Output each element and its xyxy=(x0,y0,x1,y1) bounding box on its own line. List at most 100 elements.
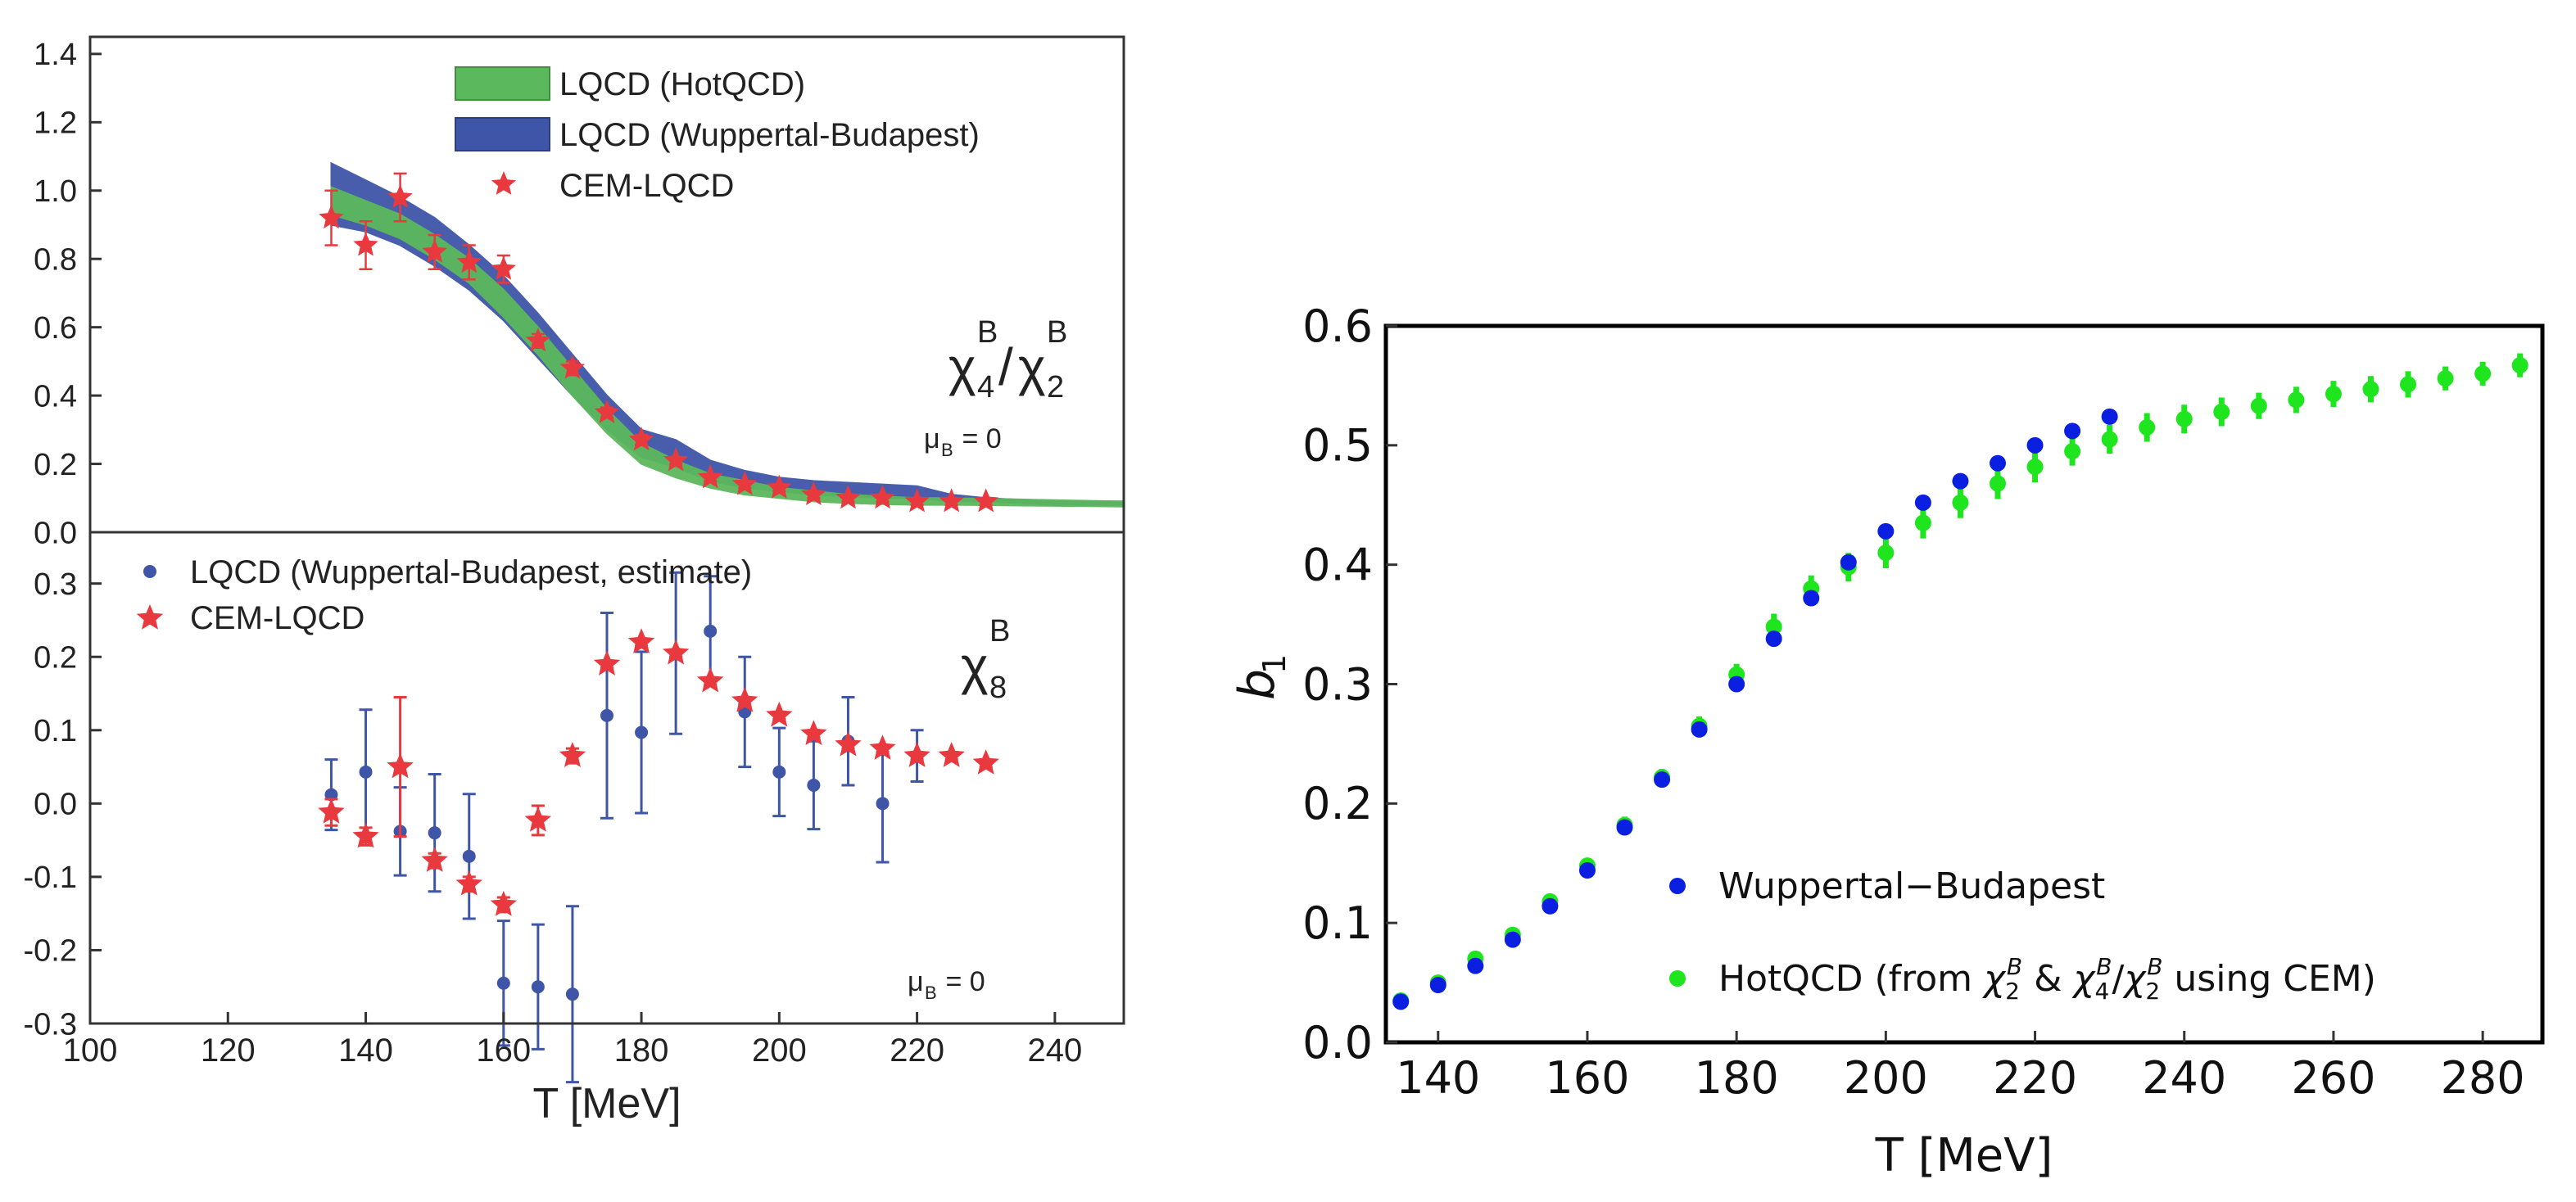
legend-marker-cem-lqcd-chi8 xyxy=(136,604,164,630)
data-point-cem-lqcd xyxy=(766,701,793,727)
x-tick-label: 240 xyxy=(2142,1052,2226,1104)
data-point-hotqcd-from-2b-4b-2b-using-cem- xyxy=(2139,418,2156,436)
y-tick-label: 0.2 xyxy=(34,641,77,676)
panel-b1: 0.00.10.20.30.40.50.6 140 160 180 200 220 240… xyxy=(1229,300,2545,1182)
hotqcd-slash: / xyxy=(2112,958,2125,1000)
panel-b1-x-axis: 140 160 180 200 220 240 260 280 xyxy=(1396,1031,2525,1104)
data-point-wuppertal-budapest xyxy=(1467,957,1484,974)
data-point-hotqcd-from-2b-4b-2b-using-cem- xyxy=(1952,494,1969,511)
mu-value: = 0 xyxy=(954,423,1002,454)
hotqcd-text-3: using CEM) xyxy=(2162,958,2375,1000)
x-tick-label: 160 xyxy=(476,1033,531,1069)
legend-marker-hotqcd-cem xyxy=(1669,970,1686,987)
hotqcd-chi-b: χ xyxy=(2071,958,2096,1000)
panel-b1-y-axis: 0.0 0.1 0.2 0.3 0.4 0.5 0.6 xyxy=(1302,300,1397,1069)
hotqcd-sup-b: B xyxy=(2096,953,2112,980)
data-point-hotqcd-from-2b-4b-2b-using-cem- xyxy=(2474,365,2492,382)
data-point-lqcd-wuppertal-budapest-estimate- xyxy=(807,778,821,792)
data-point-cem-lqcd xyxy=(698,464,723,489)
hotqcd-chi-a: χ xyxy=(1982,958,2007,1000)
panel-b1-y-axis-label: b 1 xyxy=(1229,654,1293,700)
y-tick-label: 0.6 xyxy=(34,311,77,346)
data-point-wuppertal-budapest xyxy=(2101,408,2118,425)
data-point-hotqcd-from-2b-4b-2b-using-cem- xyxy=(2288,391,2305,409)
data-point-cem-lqcd xyxy=(593,650,621,676)
data-point-cem-lqcd xyxy=(525,328,551,352)
x-tick-label: 200 xyxy=(1844,1052,1928,1104)
x-tick-label: 140 xyxy=(338,1033,393,1069)
data-point-cem-lqcd xyxy=(387,184,413,208)
panel-b1-plot-area xyxy=(1392,353,2528,1010)
data-point-hotqcd-from-2b-4b-2b-using-cem- xyxy=(2213,404,2230,420)
y-tick-label: 0.4 xyxy=(34,379,77,413)
data-point-cem-lqcd xyxy=(972,749,999,775)
data-point-cem-lqcd xyxy=(319,205,344,229)
data-point-cem-lqcd xyxy=(387,752,414,779)
data-point-cem-lqcd xyxy=(869,734,896,760)
panel-chi4-chi2: 0.0 0.2 0.4 0.6 0.8 1.0 1.2 1.4 LQCD (HotQCD) L… xyxy=(34,35,1125,550)
panel-chi8-annotation: χ 8 B xyxy=(961,614,1010,705)
data-point-wuppertal-budapest xyxy=(2026,436,2044,454)
legend-marker-wuppertal-estimate xyxy=(143,565,156,578)
annotation-chi8-subscript: 8 xyxy=(989,671,1007,705)
data-point-lqcd-wuppertal-budapest-estimate- xyxy=(359,765,373,779)
panel-chi8-mu-label: μ B = 0 xyxy=(908,966,985,1003)
data-point-cem-lqcd xyxy=(594,400,620,423)
legend-marker-wuppertal-budapest xyxy=(1669,878,1686,894)
panel-b1-x-axis-label: T [MeV] xyxy=(1875,1129,2053,1182)
data-point-cem-lqcd xyxy=(870,485,895,509)
data-point-wuppertal-budapest xyxy=(1803,590,1820,607)
y-tick-label: 0.6 xyxy=(1302,300,1373,352)
x-tick-label: 100 xyxy=(63,1033,118,1069)
data-point-hotqcd-from-2b-4b-2b-using-cem- xyxy=(2437,370,2454,387)
hotqcd-sup-c: B xyxy=(2147,953,2162,980)
data-point-hotqcd-from-2b-4b-2b-using-cem- xyxy=(2175,410,2193,427)
legend-star xyxy=(136,604,164,630)
mu-subscript: B xyxy=(941,440,953,460)
y-tick-label: 0.0 xyxy=(34,516,77,550)
data-point-wuppertal-budapest xyxy=(1728,676,1745,693)
data-point-hotqcd-from-2b-4b-2b-using-cem- xyxy=(1877,545,1895,562)
data-point-cem-lqcd xyxy=(800,720,827,745)
legend-label-cem-lqcd: CEM-LQCD xyxy=(559,168,734,204)
data-point-lqcd-wuppertal-budapest-estimate- xyxy=(635,725,649,739)
y-tick-label: 0.3 xyxy=(1302,658,1373,710)
data-point-lqcd-wuppertal-budapest-estimate- xyxy=(876,797,890,811)
legend-label-wuppertal: LQCD (Wuppertal-Budapest) xyxy=(559,117,980,153)
panel-chi8-frame xyxy=(88,531,1125,1025)
data-point-hotqcd-from-2b-4b-2b-using-cem- xyxy=(2511,357,2528,374)
x-tick-label: 200 xyxy=(752,1033,807,1069)
data-point-cem-lqcd xyxy=(731,687,758,712)
annotation-slash: / xyxy=(998,337,1013,396)
annotation-chi4-symbol: χ xyxy=(948,337,976,396)
data-point-cem-lqcd xyxy=(490,890,517,916)
hotqcd-sup-a: B xyxy=(2007,953,2022,980)
legend-label-hotqcd-cem: HotQCD (from χ2B & χ4B/χ2B using CEM) xyxy=(1718,953,2376,1005)
annotation-chi4-subscript: 4 xyxy=(977,370,994,404)
y-tick-label: 0.0 xyxy=(34,788,77,822)
y-tick-label: -0.2 xyxy=(24,934,77,969)
data-point-cem-lqcd xyxy=(801,481,826,505)
panel-chi4-chi2-mu-label: μ B = 0 xyxy=(924,423,1002,460)
panel-chi4-chi2-y-axis: 0.0 0.2 0.4 0.6 0.8 1.0 1.2 1.4 xyxy=(34,38,102,550)
data-point-cem-lqcd xyxy=(455,870,482,896)
mu-value-chi8: = 0 xyxy=(938,966,985,997)
data-point-cem-lqcd xyxy=(422,238,447,263)
x-tick-label: 280 xyxy=(2441,1052,2525,1104)
mu-subscript-chi8: B xyxy=(925,983,937,1003)
y-tick-label: 0.2 xyxy=(34,448,77,482)
data-point-cem-lqcd xyxy=(524,806,551,832)
annotation-chi4-superscript: B xyxy=(977,315,998,350)
data-point-cem-lqcd xyxy=(318,798,345,824)
data-point-lqcd-wuppertal-budapest-estimate- xyxy=(462,849,476,863)
x-tick-label: 220 xyxy=(1993,1052,2077,1104)
x-tick-label: 180 xyxy=(1695,1052,1779,1104)
data-point-wuppertal-budapest xyxy=(1691,721,1708,738)
data-point-wuppertal-budapest xyxy=(1616,819,1633,836)
y-tick-label: -0.3 xyxy=(24,1007,77,1042)
data-point-lqcd-wuppertal-budapest-estimate- xyxy=(565,987,579,1001)
legend-swatch-wuppertal xyxy=(455,117,550,151)
y-tick-label: 0.5 xyxy=(1302,420,1373,472)
panel-chi8-x-axis: 100 120 140 160 180 200 220 240 xyxy=(63,1012,1082,1069)
data-point-wuppertal-budapest xyxy=(1504,931,1521,948)
